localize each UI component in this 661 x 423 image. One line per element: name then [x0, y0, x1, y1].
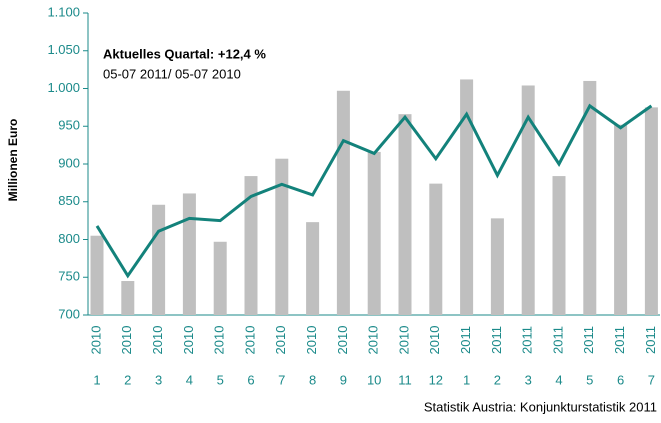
- y-tick-label: 1.050: [47, 42, 80, 57]
- bar: [398, 114, 412, 315]
- x-tick-label: 9: [340, 372, 347, 387]
- y-tick-label: 1.100: [47, 4, 80, 19]
- bar: [614, 124, 628, 316]
- y-tick-label: 850: [58, 193, 80, 208]
- x-year-label: 2010: [212, 326, 227, 355]
- bar: [583, 80, 597, 315]
- x-year-label: 2010: [396, 326, 411, 355]
- annotation-title: Aktuelles Quartal: +12,4 %: [103, 46, 266, 61]
- bar: [182, 193, 196, 315]
- y-axis-label: Millionen Euro: [6, 119, 20, 202]
- x-tick-label: 11: [398, 372, 412, 387]
- x-year-label: 2011: [458, 326, 473, 354]
- x-tick-label: 5: [217, 372, 224, 387]
- x-tick-label: 3: [155, 372, 162, 387]
- x-tick-label: 1: [463, 372, 470, 387]
- y-tick-label: 700: [58, 306, 80, 321]
- x-tick-label: 12: [429, 372, 443, 387]
- x-year-label: 2010: [88, 326, 103, 355]
- bar: [367, 151, 381, 315]
- bar: [490, 218, 504, 315]
- bar: [521, 85, 535, 315]
- x-tick-label: 8: [309, 372, 316, 387]
- x-tick-label: 4: [186, 372, 193, 387]
- x-tick-label: 1: [93, 372, 100, 387]
- bar: [306, 222, 320, 315]
- x-tick-label: 6: [247, 372, 254, 387]
- x-tick-label: 2: [494, 372, 501, 387]
- x-year-label: 2011: [643, 326, 658, 354]
- x-year-label: 2010: [242, 326, 257, 355]
- x-year-label: 2010: [181, 326, 196, 355]
- y-tick-label: 750: [58, 269, 80, 284]
- x-year-label: 2010: [335, 326, 350, 355]
- y-tick-label: 950: [58, 118, 80, 133]
- bar: [429, 183, 443, 315]
- x-year-label: 2010: [119, 326, 134, 355]
- x-tick-label: 5: [586, 372, 593, 387]
- source: Statistik Austria: Konjunkturstatistik 2…: [424, 399, 657, 414]
- x-year-label: 2011: [489, 326, 504, 354]
- line: [95, 103, 653, 279]
- x-year-label: 2010: [427, 326, 442, 355]
- x-year-label: 2010: [304, 326, 319, 355]
- x-tick-label: 3: [525, 372, 532, 387]
- bar: [121, 281, 135, 315]
- x-year-label: 2010: [366, 326, 381, 355]
- x-tick-label: 2: [124, 372, 131, 387]
- bar: [244, 176, 258, 315]
- x-tick-label: 7: [278, 372, 285, 387]
- y-tick-label: 800: [58, 231, 80, 246]
- x-year-label: 2010: [273, 326, 288, 355]
- x-tick-label: 4: [555, 372, 562, 387]
- y-tick-label: 900: [58, 155, 80, 170]
- y-tick-label: 1.000: [47, 80, 80, 95]
- x-year-label: 2010: [150, 326, 165, 355]
- bar: [644, 107, 658, 315]
- x-year-label: 2011: [520, 326, 535, 354]
- bar: [90, 235, 104, 315]
- bar: [213, 241, 227, 315]
- x-year-label: 2011: [581, 326, 596, 354]
- x-year-label: 2011: [612, 326, 627, 354]
- bar: [152, 204, 166, 315]
- bar: [552, 176, 566, 315]
- x-tick-label: 7: [648, 372, 655, 387]
- bar: [336, 90, 350, 315]
- bar: [275, 158, 289, 315]
- x-tick-label: 10: [367, 372, 381, 387]
- bar: [460, 79, 474, 315]
- annotation-text: 05-07 2011/ 05-07 2010: [103, 66, 241, 81]
- x-tick-label: 6: [617, 372, 624, 387]
- x-year-label: 2011: [550, 326, 565, 354]
